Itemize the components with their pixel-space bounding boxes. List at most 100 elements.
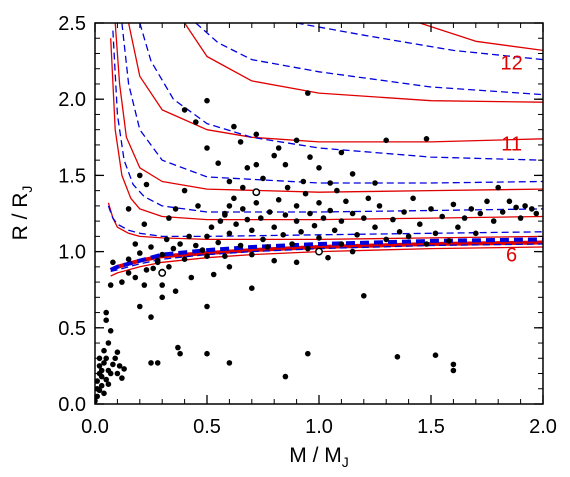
curve-label-6: 6 [506,245,517,267]
data-point-67 [226,264,233,270]
data-point-87 [293,218,300,224]
data-point-131 [490,218,497,224]
data-point-174 [226,360,233,366]
data-point-66 [226,230,233,237]
data-point-55 [193,242,199,249]
data-point-34 [125,256,132,263]
axis-ticks: 0.0 0.5 1.0 1.5 2.0 0.0 0.5 1.0 1.5 2.0 2.5 [58,13,557,438]
data-point-123 [446,238,452,244]
data-point-49 [170,245,177,252]
data-point-16 [103,317,109,324]
data-point-63 [217,218,224,224]
data-point-126 [461,215,468,221]
data-point-142 [204,145,210,151]
data-point-170 [154,360,161,366]
data-point-20 [110,361,116,368]
data-point-57 [199,247,206,253]
data-point-30 [107,282,114,288]
data-point-96 [320,215,327,221]
data-point-171 [177,350,183,357]
data-point-163 [275,145,282,151]
data-point-134 [506,198,513,205]
x-axis-label-main: M / M [289,444,342,467]
data-point-15 [105,340,112,346]
data-point-62 [215,239,221,246]
data-point-45 [159,282,165,288]
data-point-116 [405,233,412,240]
model-curve-dashed-5 [107,205,543,238]
data-point-76 [258,215,264,221]
data-point-143 [215,160,221,166]
data-point-50 [172,288,179,295]
data-point-40 [148,244,154,250]
model-curve-solid-14 [419,23,543,52]
data-point-147 [244,165,251,171]
curve-label-12: 12 [500,53,522,75]
data-point-149 [260,175,266,182]
data-point-103 [343,198,349,205]
data-point-162 [253,131,260,138]
data-point-176 [305,350,311,357]
data-point-90 [302,190,309,197]
model-curve-solid-4 [107,202,543,241]
data-point-5 [96,363,103,369]
data-point-192 [143,181,150,188]
data-point-70 [237,242,244,249]
data-point-166 [222,212,228,218]
data-point-37 [137,303,143,310]
data-point-179 [450,367,457,374]
data-points [95,90,540,404]
x-axis-label: M / MJ [289,444,349,470]
data-point-128 [473,230,479,237]
data-point-88 [293,203,300,209]
data-point-13 [103,376,109,383]
x-axis-label-sub: J [342,454,349,470]
data-point-159 [204,97,210,104]
open-data-point-0 [158,268,167,277]
data-point-58 [204,233,210,240]
data-point-68 [231,195,237,202]
y-tick-label-0: 0.0 [58,394,86,416]
data-point-52 [181,256,188,263]
data-point-100 [334,187,340,194]
data-point-9 [98,367,105,374]
data-point-145 [231,123,237,130]
data-point-79 [266,209,273,215]
data-point-173 [204,350,210,357]
model-curve-dashed-11 [139,23,543,161]
x-tick-label-4: 2.0 [529,416,557,438]
data-point-36 [137,250,143,256]
data-point-74 [249,227,255,234]
data-point-152 [293,137,300,144]
data-point-86 [289,241,295,247]
data-point-109 [372,224,378,230]
data-point-177 [394,354,401,360]
data-point-180 [450,361,457,368]
data-point-158 [305,90,311,96]
data-point-29 [105,381,112,388]
data-point-187 [141,221,148,227]
data-point-82 [275,197,282,203]
data-point-185 [349,248,356,255]
data-point-24 [116,363,123,369]
data-point-26 [121,366,127,372]
y-axis-label-sub: J [19,186,35,193]
data-point-120 [428,206,434,212]
model-curve-dashed-13 [195,23,543,96]
data-point-94 [316,235,322,241]
data-point-32 [119,279,125,285]
data-point-133 [499,209,506,215]
data-point-150 [271,152,278,159]
data-point-3 [95,378,100,384]
data-point-167 [226,203,233,209]
model-curve-solid-10 [127,23,543,143]
data-point-18 [107,328,114,334]
data-point-99 [331,227,338,234]
data-point-65 [222,253,228,259]
data-point-119 [423,241,430,247]
x-tick-label-3: 1.5 [417,416,445,438]
data-point-125 [455,224,461,230]
model-curve-dashed-9 [121,23,543,184]
curve-label-11: 11 [501,133,522,155]
